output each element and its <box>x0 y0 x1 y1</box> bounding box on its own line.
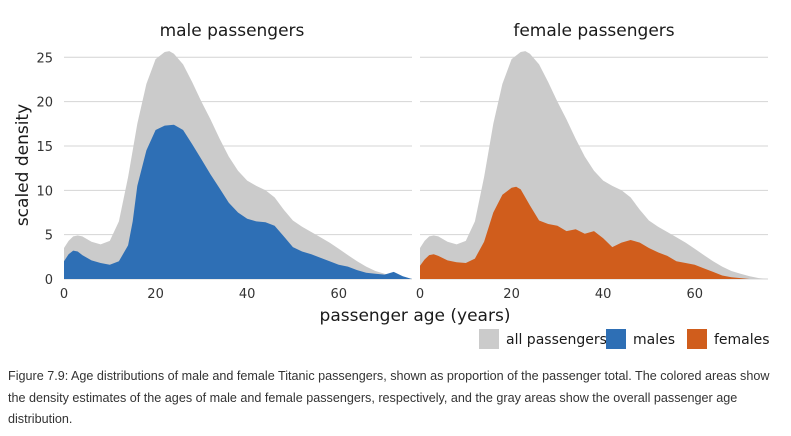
panel-title-female: female passengers <box>513 21 674 41</box>
legend-label-females: females <box>714 332 770 348</box>
y-tick-label: 20 <box>36 96 53 111</box>
y-tick-label: 0 <box>45 273 53 288</box>
panel-female: 0 20 40 60 <box>416 51 768 302</box>
figure-caption: Figure 7.9: Age distributions of male an… <box>8 369 770 426</box>
area-males <box>64 124 412 279</box>
legend-label-males: males <box>633 332 675 348</box>
legend-swatch-females <box>687 329 707 349</box>
x-axis-title: passenger age (years) <box>320 306 511 326</box>
legend: all passengers males females <box>479 329 770 349</box>
legend-label-all: all passengers <box>506 332 607 348</box>
x-tick-label: 60 <box>686 287 703 302</box>
x-tick-label: 20 <box>503 287 520 302</box>
y-tick-label: 10 <box>36 184 53 199</box>
x-tick-label: 40 <box>239 287 256 302</box>
x-tick-label: 40 <box>595 287 612 302</box>
x-tick-label: 20 <box>147 287 164 302</box>
x-tick-label: 60 <box>330 287 347 302</box>
area-females <box>420 186 768 279</box>
y-tick-label: 25 <box>36 51 53 66</box>
panel-male: 0 20 40 60 <box>60 51 412 302</box>
y-axis-title: scaled density <box>13 104 33 226</box>
legend-swatch-males <box>606 329 626 349</box>
x-tick-label: 0 <box>60 287 68 302</box>
y-axis-ticks: 0 5 10 15 20 25 <box>36 51 53 288</box>
chart: male passengers female passengers 0 20 40 6… <box>13 21 770 349</box>
x-tick-label: 0 <box>416 287 424 302</box>
y-tick-label: 15 <box>36 140 53 155</box>
legend-swatch-all <box>479 329 499 349</box>
y-tick-label: 5 <box>45 229 53 244</box>
panel-title-male: male passengers <box>160 21 305 41</box>
